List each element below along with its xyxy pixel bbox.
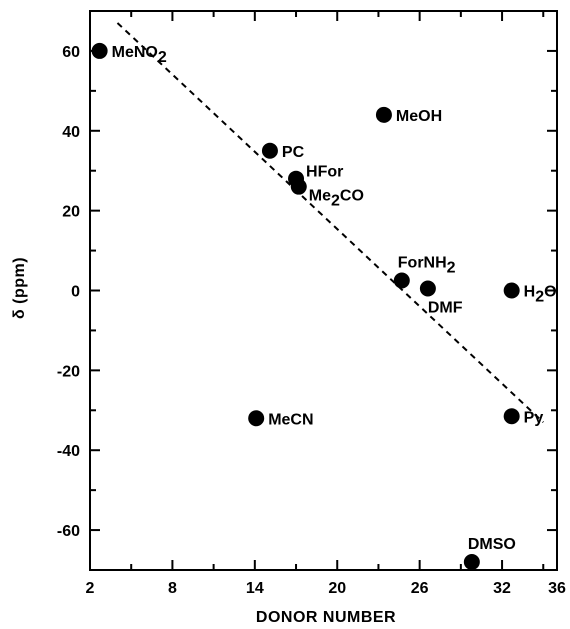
data-point [419,280,436,297]
x-tick-label: 26 [411,580,429,597]
y-axis-label: δ (ppm) [11,257,28,319]
point-label: DMSO [468,536,516,553]
data-point [91,42,108,59]
point-label: MeCN [268,411,313,428]
data-point [290,178,307,195]
y-tick-label: -20 [57,363,80,380]
x-tick-label: 36 [548,580,566,597]
y-tick-label: 0 [71,284,80,301]
point-label: Py [524,409,544,426]
data-point [503,282,520,299]
x-axis-label: DONOR NUMBER [256,609,396,626]
y-tick-label: 60 [62,44,80,61]
x-tick-label: 14 [246,580,264,597]
y-tick-label: -40 [57,443,80,460]
x-tick-label: 8 [168,580,177,597]
y-tick-label: -60 [57,523,80,540]
x-tick-label: 2 [86,580,95,597]
y-tick-label: 20 [62,204,80,221]
point-label: H2O [524,284,557,306]
x-tick-label: 20 [328,580,346,597]
point-label: ForNH2 [398,255,456,277]
y-tick-label: 40 [62,124,80,141]
plot-frame [89,10,558,571]
data-point [463,554,480,571]
point-label: DMF [428,300,463,317]
regression-line [116,22,544,423]
data-point [375,106,392,123]
x-tick-label: 32 [493,580,511,597]
data-point [393,272,410,289]
point-label: MeOH [396,108,442,125]
data-point [248,410,265,427]
point-label: MeNO2 [112,44,167,66]
point-label: PC [282,144,305,161]
point-label: Me2CO [309,188,364,210]
data-point [261,142,278,159]
point-label: HFor [306,164,343,181]
data-point [503,408,520,425]
